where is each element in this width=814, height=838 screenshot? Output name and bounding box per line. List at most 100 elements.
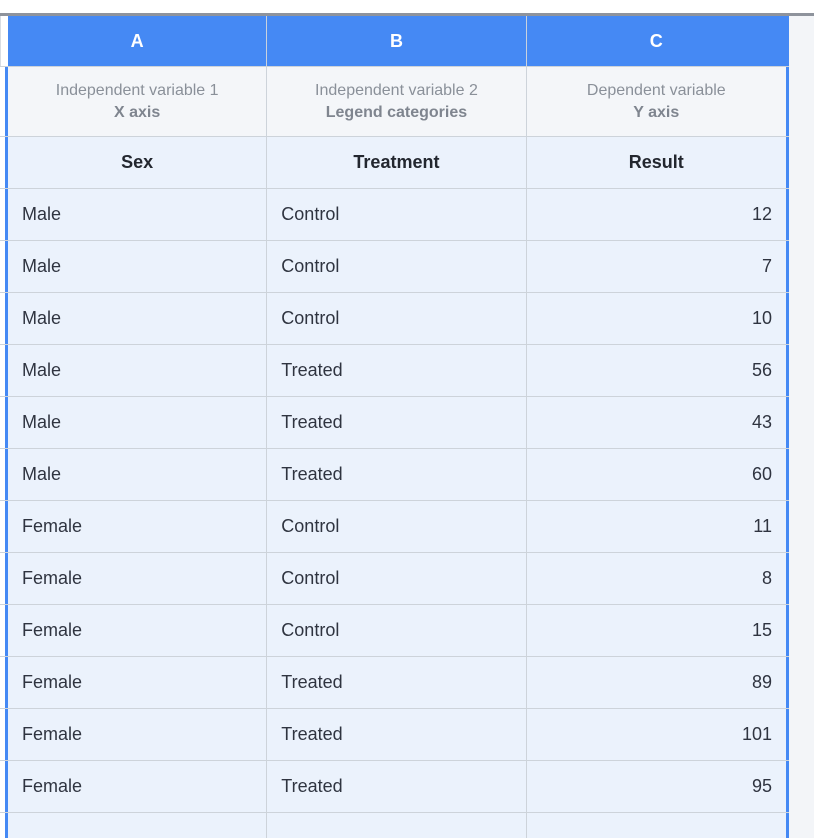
selection-border-left-segment bbox=[0, 657, 8, 708]
selection-border-right-segment bbox=[785, 397, 789, 448]
variable-header-result[interactable]: Result bbox=[526, 137, 786, 188]
cell-sex[interactable]: Female bbox=[8, 605, 268, 656]
selection-border-right-segment bbox=[785, 813, 789, 838]
left-gutter-spacer bbox=[0, 16, 8, 66]
cell-result[interactable]: 7 bbox=[526, 241, 786, 292]
selection-border-left-segment bbox=[0, 761, 8, 812]
selection-border-right-segment bbox=[785, 189, 789, 240]
cell-treatment[interactable]: Control bbox=[267, 293, 527, 344]
cell-result[interactable]: 43 bbox=[526, 397, 786, 448]
table-row: Male Treated 43 bbox=[0, 397, 789, 449]
selection-border-left-segment bbox=[0, 293, 8, 344]
empty-table-row bbox=[0, 813, 789, 838]
cell-treatment[interactable]: Control bbox=[267, 189, 527, 240]
role-description: Independent variable 2 bbox=[315, 81, 478, 99]
table-row: Female Treated 95 bbox=[0, 761, 789, 813]
right-gutter bbox=[789, 16, 814, 838]
cell-treatment[interactable]: Control bbox=[267, 241, 527, 292]
header-right-cap bbox=[785, 16, 789, 66]
cell-treatment[interactable]: Control bbox=[267, 553, 527, 604]
variable-name-row: Sex Treatment Result bbox=[0, 137, 789, 189]
role-axis-label: Y axis bbox=[633, 103, 680, 121]
table-row: Male Treated 60 bbox=[0, 449, 789, 501]
cell-sex[interactable]: Female bbox=[8, 761, 268, 812]
selection-border-right-segment bbox=[785, 345, 789, 396]
selection-border-left-segment bbox=[0, 67, 8, 136]
selection-border-left-segment bbox=[0, 189, 8, 240]
selection-border-right-segment bbox=[785, 449, 789, 500]
cell-treatment[interactable]: Treated bbox=[267, 709, 527, 760]
cell-treatment[interactable]: Treated bbox=[267, 449, 527, 500]
cell-sex[interactable]: Female bbox=[8, 657, 268, 708]
cell-result[interactable]: 15 bbox=[526, 605, 786, 656]
cell-sex[interactable]: Female bbox=[8, 501, 268, 552]
cell-sex[interactable]: Female bbox=[8, 709, 268, 760]
role-cell-y-axis[interactable]: Dependent variable Y axis bbox=[526, 67, 786, 136]
role-axis-label: Legend categories bbox=[325, 103, 468, 121]
cell-result[interactable]: 56 bbox=[526, 345, 786, 396]
selection-border-left-segment bbox=[0, 605, 8, 656]
cell-result[interactable]: 11 bbox=[526, 501, 786, 552]
role-cell-x-axis[interactable]: Independent variable 1 X axis bbox=[8, 67, 268, 136]
cell-treatment[interactable]: Treated bbox=[267, 657, 527, 708]
table-row: Female Treated 89 bbox=[0, 657, 789, 709]
cell-result[interactable]: 89 bbox=[526, 657, 786, 708]
data-table: A B C Independent variable 1 X axis Inde… bbox=[0, 16, 789, 838]
cell-sex[interactable]: Female bbox=[8, 553, 268, 604]
column-header-a[interactable]: A bbox=[8, 16, 268, 66]
selection-border-left-segment bbox=[0, 449, 8, 500]
cell-result[interactable]: 60 bbox=[526, 449, 786, 500]
selection-border-right-segment bbox=[785, 293, 789, 344]
variable-header-treatment[interactable]: Treatment bbox=[267, 137, 527, 188]
selection-border-right-segment bbox=[785, 241, 789, 292]
selection-border-left-segment bbox=[0, 501, 8, 552]
variable-header-sex[interactable]: Sex bbox=[8, 137, 268, 188]
cell-treatment[interactable]: Treated bbox=[267, 345, 527, 396]
cell-sex[interactable]: Male bbox=[8, 241, 268, 292]
cell-result[interactable]: 101 bbox=[526, 709, 786, 760]
table-row: Female Control 11 bbox=[0, 501, 789, 553]
cell-result[interactable]: 8 bbox=[526, 553, 786, 604]
selection-border-right-segment bbox=[785, 605, 789, 656]
cell-result[interactable] bbox=[526, 813, 786, 838]
selection-border-left-segment bbox=[0, 241, 8, 292]
cell-treatment[interactable]: Treated bbox=[267, 397, 527, 448]
table-row: Male Control 12 bbox=[0, 189, 789, 241]
table-row: Female Control 8 bbox=[0, 553, 789, 605]
cell-sex[interactable]: Male bbox=[8, 449, 268, 500]
role-description: Dependent variable bbox=[586, 81, 726, 99]
column-header-b[interactable]: B bbox=[267, 16, 527, 66]
table-row: Male Control 10 bbox=[0, 293, 789, 345]
cell-treatment[interactable]: Treated bbox=[267, 761, 527, 812]
cell-treatment[interactable]: Control bbox=[267, 605, 527, 656]
cell-sex[interactable] bbox=[8, 813, 268, 838]
selection-border-left-segment bbox=[0, 709, 8, 760]
selection-border-right-segment bbox=[785, 657, 789, 708]
cell-sex[interactable]: Male bbox=[8, 397, 268, 448]
selection-border-right-segment bbox=[785, 709, 789, 760]
cell-treatment[interactable] bbox=[267, 813, 527, 838]
cell-treatment[interactable]: Control bbox=[267, 501, 527, 552]
cell-result[interactable]: 12 bbox=[526, 189, 786, 240]
selection-border-right-segment bbox=[785, 67, 789, 136]
selection-border-left-segment bbox=[0, 137, 8, 188]
cell-sex[interactable]: Male bbox=[8, 189, 268, 240]
selection-border-left-segment bbox=[0, 397, 8, 448]
cell-sex[interactable]: Male bbox=[8, 293, 268, 344]
selection-border-left-segment bbox=[0, 345, 8, 396]
selection-border-right-segment bbox=[785, 761, 789, 812]
selection-border-right-segment bbox=[785, 553, 789, 604]
selection-border-right-segment bbox=[785, 137, 789, 188]
table-row: Male Control 7 bbox=[0, 241, 789, 293]
cell-result[interactable]: 95 bbox=[526, 761, 786, 812]
cell-sex[interactable]: Male bbox=[8, 345, 268, 396]
cell-result[interactable]: 10 bbox=[526, 293, 786, 344]
role-axis-label: X axis bbox=[114, 103, 161, 121]
role-cell-legend[interactable]: Independent variable 2 Legend categories bbox=[267, 67, 527, 136]
role-description: Independent variable 1 bbox=[55, 81, 219, 99]
table-row: Female Control 15 bbox=[0, 605, 789, 657]
top-divider-rule bbox=[0, 13, 814, 16]
table-row: Male Treated 56 bbox=[0, 345, 789, 397]
selection-border-right-segment bbox=[785, 501, 789, 552]
column-header-c[interactable]: C bbox=[526, 16, 786, 66]
